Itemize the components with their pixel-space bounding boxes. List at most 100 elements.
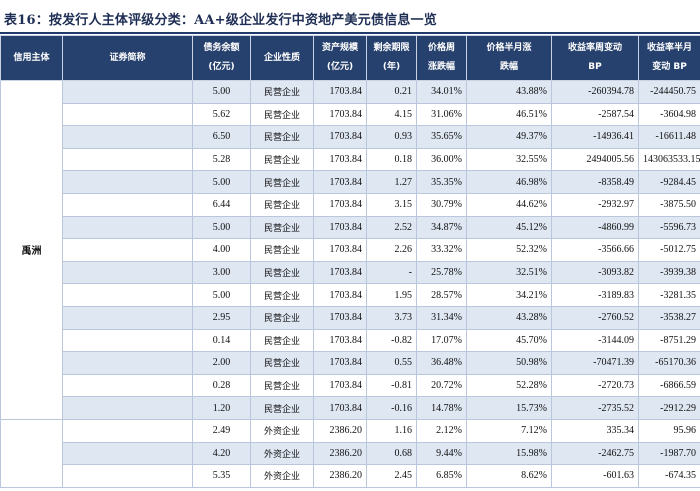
bond-table: 信用主体 证券简称 债务余额 (亿元) 企业性质 资产规模 (亿元) 剩余期限 (年)… [0,35,700,488]
table-row: 5.35 外资企业 2386.20 2.45 6.85% 8.62% -601.63 -674… [1,464,700,488]
assets-cell: 1703.84 [313,373,367,398]
balance-cell: 5.62 [192,102,251,127]
yield-halfmonth-cell: -3604.98 [638,102,700,127]
maturity-cell: 0.55 [366,351,417,375]
table-row: 1.20 民营企业 1703.84 -0.16 14.78% 15.73% -2735.52… [1,396,700,420]
assets-cell: 1703.84 [313,170,367,194]
yield-week-cell: -2587.54 [551,102,639,127]
maturity-cell: 2.26 [366,238,417,262]
halfmonth-change-cell: 50.98% [466,351,552,375]
table-row: 0.28 民营企业 1703.84 -0.81 20.72% 52.28% -2720.73… [1,373,700,398]
yield-week-cell: -2720.73 [551,373,639,398]
security-name-cell [62,260,193,285]
yield-halfmonth-cell: 143063533.15 [638,147,700,172]
yield-week-cell: -3566.66 [551,238,639,262]
weekly-change-cell: 35.35% [416,170,467,194]
assets-cell: 1703.84 [313,351,367,375]
nature-cell: 外资企业 [250,441,314,466]
header-maturity: 剩余期限 (年) [366,35,417,81]
yield-week-cell: -3189.83 [551,283,639,307]
assets-cell: 1703.84 [313,215,367,240]
yield-week-cell: -2735.52 [551,396,639,420]
table-row: 2.95 民营企业 1703.84 3.73 31.34% 43.28% -2760.52-… [1,305,700,330]
nature-cell: 民营企业 [250,102,314,127]
weekly-change-cell: 25.78% [416,260,467,285]
header-nature: 企业性质 [250,35,314,81]
balance-cell: 2.95 [192,305,251,330]
security-name-cell [62,80,193,104]
weekly-change-cell: 36.48% [416,351,467,375]
yield-week-cell: 335.34 [551,418,639,443]
assets-cell: 1703.84 [313,80,367,104]
nature-cell: 民营企业 [250,328,314,353]
weekly-change-cell: 28.57% [416,283,467,307]
weekly-change-cell: 31.06% [416,102,467,127]
weekly-change-cell: 33.32% [416,238,467,262]
assets-cell: 1703.84 [313,260,367,285]
yield-week-cell: -2462.75 [551,441,639,466]
weekly-change-cell: 9.44% [416,441,467,466]
maturity-cell: -0.82 [366,328,417,353]
table-row: 0.14 民营企业 1703.84 -0.82 17.07% 45.70% -3144.09… [1,328,700,353]
balance-cell: 5.00 [192,215,251,240]
security-name-cell [62,192,193,217]
halfmonth-change-cell: 52.32% [466,238,552,262]
balance-cell: 4.20 [192,441,251,466]
header-weekly-change: 价格周 涨跌幅 [416,35,467,81]
table-row: 5.28 民营企业 1703.84 0.18 36.00% 32.55% 2494005.5… [1,147,700,172]
assets-cell: 1703.84 [313,328,367,353]
yield-halfmonth-cell: -3281.35 [638,283,700,307]
maturity-cell: 0.18 [366,147,417,172]
nature-cell: 民营企业 [250,238,314,262]
halfmonth-change-cell: 43.88% [466,80,552,104]
header-yield-halfmonth: 收益率半月 变动 BP [638,35,700,81]
yield-halfmonth-cell: -8751.29 [638,328,700,353]
table-header: 信用主体 证券简称 债务余额 (亿元) 企业性质 资产规模 (亿元) 剩余期限 (年)… [0,35,700,81]
yield-halfmonth-cell: -2912.29 [638,396,700,420]
halfmonth-change-cell: 15.73% [466,396,552,420]
nature-cell: 民营企业 [250,215,314,240]
assets-cell: 1703.84 [313,147,367,172]
maturity-cell: 2.45 [366,464,417,488]
yield-week-cell: -8358.49 [551,170,639,194]
balance-cell: 5.00 [192,80,251,104]
halfmonth-change-cell: 49.37% [466,125,552,149]
maturity-cell: 1.95 [366,283,417,307]
balance-cell: 0.28 [192,373,251,398]
security-name-cell [62,125,193,149]
balance-cell: 0.14 [192,328,251,353]
assets-cell: 1703.84 [313,102,367,127]
balance-cell: 5.00 [192,170,251,194]
halfmonth-change-cell: 34.21% [466,283,552,307]
yield-week-cell: -2760.52 [551,305,639,330]
nature-cell: 民营企业 [250,305,314,330]
nature-cell: 民营企业 [250,147,314,172]
assets-cell: 2386.20 [313,418,367,443]
yield-halfmonth-cell: 95.96 [638,418,700,443]
security-name-cell [62,305,193,330]
yield-halfmonth-cell: -674.35 [638,464,700,488]
yield-halfmonth-cell: -1987.70 [638,441,700,466]
balance-cell: 5.00 [192,283,251,307]
halfmonth-change-cell: 32.55% [466,147,552,172]
maturity-cell: 1.16 [366,418,417,443]
table-title: 表16：按发行人主体评级分类：AA+级企业发行中资地产美元债信息一览 [4,13,437,28]
header-assets: 资产规模 (亿元) [313,35,367,81]
nature-cell: 外资企业 [250,418,314,443]
weekly-change-cell: 17.07% [416,328,467,353]
header-name: 证券简称 [62,35,193,81]
maturity-cell: 0.68 [366,441,417,466]
yield-halfmonth-cell: -16611.48 [638,125,700,149]
balance-cell: 3.00 [192,260,251,285]
maturity-cell: -0.16 [366,396,417,420]
table-row: 4.00 民营企业 1703.84 2.26 33.32% 52.32% -3566.66-… [1,238,700,262]
security-name-cell [62,396,193,420]
weekly-change-cell: 34.01% [416,80,467,104]
yield-week-cell: -260394.78 [551,80,639,104]
nature-cell: 民营企业 [250,373,314,398]
maturity-cell: 2.52 [366,215,417,240]
table-row: 4.20 外资企业 2386.20 0.68 9.44% 15.98% -2462.75 -1… [1,441,700,466]
nature-cell: 民营企业 [250,80,314,104]
maturity-cell: -0.81 [366,373,417,398]
security-name-cell [62,283,193,307]
